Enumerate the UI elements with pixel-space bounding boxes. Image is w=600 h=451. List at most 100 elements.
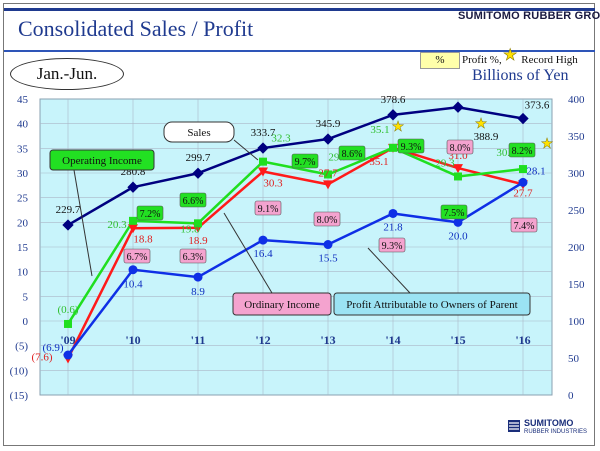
operating-margin-label-box	[508, 142, 536, 158]
ordinary-margin-label: 9.3%	[382, 241, 403, 252]
operating-margin-label-box	[291, 153, 319, 169]
operating-income-value-label: 32.3	[271, 133, 291, 145]
right-axis-tick-label: 250	[568, 205, 585, 217]
record-high-star-icon: ★	[541, 137, 554, 152]
left-axis-tick-label: 35	[17, 143, 29, 155]
operating-income-value-label: (0.6)	[57, 304, 78, 316]
ordinary-margin-label-box	[123, 248, 151, 264]
record-high-star-icon: ★	[392, 120, 405, 135]
ordinary-income-callout: Ordinary Income	[244, 299, 320, 311]
operating-margin-label: 8.6%	[342, 149, 363, 160]
left-axis-tick-label: (15)	[10, 390, 29, 402]
profit-percent-text: Profit %,	[462, 54, 502, 66]
header-top-rule	[4, 8, 595, 11]
ordinary-margin-label-box	[179, 248, 207, 264]
category-label: '09	[60, 333, 75, 347]
operating-income-value-label: 19.8	[180, 223, 200, 235]
category-label: '13	[320, 333, 335, 347]
right-axis-tick-label: 50	[568, 353, 580, 365]
right-axis-tick-label: 400	[568, 94, 585, 106]
profit-attributable-value-label: 21.8	[383, 221, 403, 233]
ordinary-margin-label: 7.4%	[514, 221, 535, 232]
ordinary-margin-label: 9.1%	[258, 204, 279, 215]
period-label: Jan.-Jun.	[10, 58, 124, 90]
profit-attributable-point	[453, 217, 463, 227]
operating-income-point	[389, 143, 397, 152]
operating-margin-label-box	[136, 205, 164, 221]
operating-income-value-label: 35.1	[370, 124, 389, 136]
profit-attributable-value-label: (6.9)	[42, 342, 63, 354]
profit-percent-key: %	[420, 52, 460, 69]
operating-margin-label: 8.2%	[512, 146, 533, 157]
ordinary-income-value-label: 30.3	[263, 178, 283, 190]
right-axis-tick-label: 0	[568, 390, 574, 402]
operating-margin-label: 6.6%	[183, 196, 204, 207]
operating-income-callout-box	[49, 149, 155, 171]
company-logo-icon	[508, 420, 520, 432]
ordinary-margin-label-box	[254, 200, 282, 216]
ordinary-income-value-label: 27.7	[513, 187, 533, 199]
ordinary-income-value-label: (7.6)	[31, 351, 52, 363]
left-axis-tick-label: 45	[17, 94, 29, 106]
logo-line1: SUMITOMO	[524, 418, 574, 428]
profit-attributable-point	[128, 265, 138, 275]
sales-value-label: 299.7	[186, 152, 211, 164]
right-axis-tick-label: 150	[568, 279, 585, 291]
ordinary-income-callout-box	[232, 292, 332, 316]
ordinary-margin-label: 8.0%	[317, 215, 338, 226]
sales-point	[127, 181, 139, 193]
right-axis-tick-label: 100	[568, 316, 585, 328]
profit-attributable-value-label: 16.4	[253, 248, 273, 260]
sales-callout: Sales	[187, 127, 210, 139]
left-axis-tick-label: (10)	[10, 365, 29, 377]
ordinary-income-line	[66, 146, 524, 360]
ordinary-income-value-label: 18.9	[188, 235, 208, 247]
profit-attributable-callout-box	[333, 292, 531, 316]
ordinary-income-point	[323, 180, 333, 190]
sales-point	[322, 133, 334, 145]
unit-label: Billions of Yen	[472, 67, 569, 84]
left-axis-tick-label: 30	[17, 168, 29, 180]
profit-attributable-value-label: 20.0	[448, 230, 468, 242]
left-axis-tick-label: 25	[17, 193, 29, 205]
operating-margin-label: 9.3%	[401, 142, 422, 153]
operating-income-point	[129, 216, 137, 225]
operating-margin-label-box	[397, 138, 425, 154]
operating-income-value-label: 29.3	[435, 157, 455, 169]
operating-margin-label-box	[338, 145, 366, 161]
profit-attributable-value-label: 8.9	[191, 286, 205, 298]
sales-callout-pointer	[233, 139, 259, 161]
category-label: '15	[450, 333, 465, 347]
header-bottom-rule	[4, 50, 595, 52]
sales-value-label: 378.6	[381, 94, 406, 106]
ordinary-margin-label: 6.7%	[127, 252, 148, 263]
ordinary-income-value-label: 35.1	[369, 156, 388, 168]
operating-margin-label: 7.2%	[140, 209, 161, 220]
right-axis-tick-label: 350	[568, 131, 585, 143]
operating-callout-pointer	[73, 169, 93, 277]
ordinary-income-point	[453, 164, 463, 174]
operating-income-point	[324, 170, 332, 179]
sales-value-label: 229.7	[56, 204, 81, 216]
category-label: '14	[385, 333, 400, 347]
ordinary-margin-label-box	[510, 217, 538, 233]
profit-percent-legend: Profit %, Record High	[462, 54, 578, 66]
operating-income-point	[194, 219, 202, 228]
ordinary-margin-label: 8.0%	[450, 143, 471, 154]
record-high-star-icon: ★	[475, 117, 488, 132]
profit-attributable-point	[193, 272, 203, 282]
ordinary-income-point	[258, 167, 268, 177]
profit-attributable-point	[258, 235, 268, 245]
sales-value-label: 333.7	[251, 127, 276, 139]
ordinary-margin-label: 6.3%	[183, 252, 204, 263]
sales-point	[192, 167, 204, 179]
ordinary-income-point	[128, 224, 138, 234]
operating-margin-label-box	[179, 192, 207, 208]
profit-attributable-point	[323, 240, 333, 250]
profit-attributable-value-label: 10.4	[123, 279, 143, 291]
profit-attributable-line	[67, 181, 524, 356]
company-logo: SUMITOMO RUBBER INDUSTRIES	[524, 419, 587, 436]
sales-point	[257, 142, 269, 154]
